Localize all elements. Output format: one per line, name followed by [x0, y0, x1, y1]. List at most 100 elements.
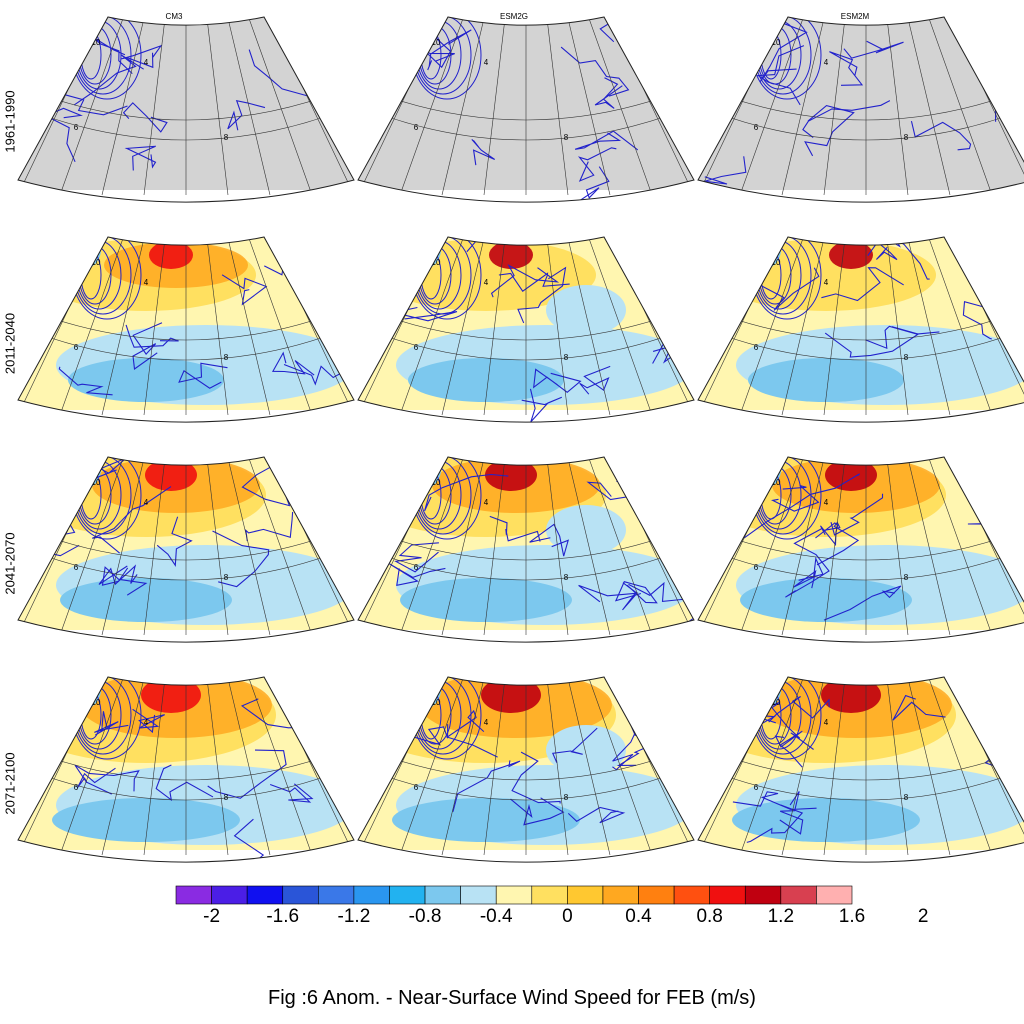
meridian-line [225, 457, 271, 636]
colorbar-swatch [495, 885, 533, 905]
wind-contour [865, 325, 940, 350]
meridian-line [545, 237, 569, 416]
parallel-line [358, 104, 694, 141]
wind-contour [594, 77, 623, 109]
contour-label: 6 [74, 783, 79, 792]
parallel-line [18, 104, 354, 141]
strong-positive-anomaly [821, 677, 881, 713]
map-panel-esm2g-2011-2040: 10 4 6 8 [357, 236, 695, 423]
meridian-line [245, 457, 313, 636]
colorbar-swatch [673, 885, 710, 905]
meridian-line [739, 677, 807, 856]
wind-contour [446, 709, 498, 758]
colorbar-swatch [282, 885, 319, 905]
meridian-line [925, 457, 993, 636]
wind-contour [394, 542, 439, 573]
meridian-line [101, 237, 147, 416]
contour-label: 6 [74, 343, 79, 352]
contour-label: 6 [754, 123, 759, 132]
wind-contour [830, 493, 884, 536]
wind-contour [101, 566, 148, 596]
negative-anomaly-region [31, 237, 101, 275]
wind-contour [533, 368, 582, 394]
colorbar-tick-label: -2 [203, 906, 221, 927]
wind-contour [125, 324, 179, 348]
contour-label: 10 [772, 478, 781, 487]
map-outline [357, 456, 695, 643]
negative-anomaly-region [711, 457, 781, 495]
meridian-line [101, 17, 147, 196]
contour-label: 4 [144, 58, 149, 67]
meridian-line [565, 237, 611, 416]
contour-label: 10 [772, 38, 781, 47]
meridian-line [143, 457, 167, 636]
colorbar-swatch [175, 885, 212, 905]
wind-contour [212, 530, 270, 588]
contour-label: 10 [92, 38, 101, 47]
contour-label: 8 [224, 573, 229, 582]
contour-label: 10 [772, 258, 781, 267]
meridian-line [905, 237, 951, 416]
contour-label: 8 [224, 133, 229, 142]
wind-contour [975, 278, 1024, 311]
contour-label: 10 [432, 38, 441, 47]
meridian-line [483, 677, 507, 856]
colorbar [175, 885, 853, 905]
contour-label: 8 [224, 353, 229, 362]
meridian-line [925, 237, 993, 416]
wind-contour [424, 473, 509, 512]
contour-label: 10 [772, 698, 781, 707]
map-panel-cm3-2011-2040: 10 4 6 8 [17, 236, 355, 423]
contour-label: 4 [824, 58, 829, 67]
wind-contour [746, 804, 804, 843]
contour-label: 4 [824, 278, 829, 287]
contour-label: 4 [824, 498, 829, 507]
map-outline [357, 676, 695, 863]
colorbar-swatch [780, 885, 817, 905]
map-outline [17, 456, 355, 643]
meridian-line [925, 17, 993, 196]
wind-contour [614, 581, 658, 604]
meridian-line [205, 677, 229, 856]
meridian-line [565, 457, 611, 636]
contour-label: 6 [74, 563, 79, 572]
meridian-line [885, 17, 909, 196]
wind-contour [816, 521, 860, 566]
meridian-line [441, 457, 487, 636]
meridian-line [143, 17, 167, 196]
map-outline [17, 16, 355, 203]
wind-contour [452, 760, 521, 812]
negative-anomaly-region [52, 798, 240, 842]
colorbar-tick-label: -1.6 [266, 906, 300, 927]
colorbar-tick-label: 2 [917, 906, 929, 927]
wind-contour [552, 727, 598, 763]
wind-contour [94, 711, 129, 736]
wind-contour [227, 99, 266, 131]
meridian-line [59, 677, 127, 856]
contour-label: 4 [484, 278, 489, 287]
wind-contour [510, 797, 565, 826]
map-panel-esm2g-2071-2100: 10 4 6 8 [357, 676, 695, 863]
contour-label: 8 [564, 573, 569, 582]
map-panel-esm2m-2071-2100: 10 4 6 8 [697, 676, 1024, 863]
meridian-line [905, 677, 951, 856]
colorbar-tick-label: -0.4 [479, 906, 513, 927]
negative-anomaly-region [546, 505, 626, 555]
wind-contour [498, 272, 570, 292]
meridian-line [823, 237, 847, 416]
meridian-line [545, 457, 569, 636]
meridian-line [441, 237, 487, 416]
contour-label: 6 [414, 783, 419, 792]
wind-contour [529, 523, 570, 557]
wind-contour [567, 806, 626, 824]
wind-contour [98, 564, 138, 586]
meridian-line [399, 677, 467, 856]
negative-anomaly-region [546, 285, 626, 335]
meridian-line [225, 17, 271, 196]
meridian-line [905, 457, 951, 636]
contour-label: 10 [432, 258, 441, 267]
column-title-esm2m: ESM2M [840, 12, 870, 21]
meridian-line [565, 677, 611, 856]
wind-contour [756, 45, 805, 106]
